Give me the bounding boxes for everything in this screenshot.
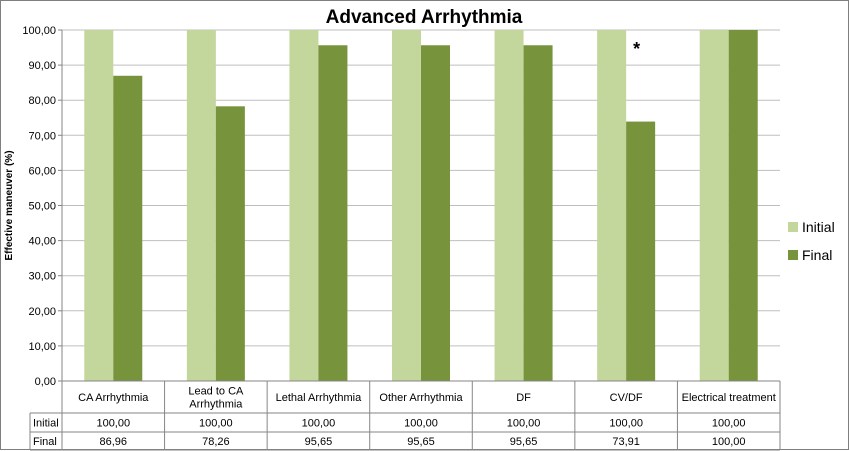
bar-initial-6	[699, 30, 729, 381]
y-tick-label: 80,00	[28, 95, 56, 107]
bar-initial-5	[597, 30, 627, 381]
y-tick-label: 10,00	[28, 341, 56, 353]
data-label: 100,00	[96, 418, 130, 430]
data-label: 100,00	[302, 418, 336, 430]
significance-asterisk: *	[633, 39, 640, 59]
x-tick-label: Arrhythmia	[189, 399, 243, 411]
data-label: 78,26	[202, 436, 230, 448]
x-tick-label: Lead to CA	[188, 386, 244, 398]
x-tick-label: DF	[516, 392, 531, 404]
bar-final-6	[728, 30, 758, 381]
data-label: 95,65	[510, 436, 538, 448]
bar-final-0	[113, 75, 143, 382]
data-label: 73,91	[612, 436, 640, 448]
bar-final-1	[215, 106, 245, 381]
y-tick-label: 70,00	[28, 130, 56, 142]
bar-final-5	[626, 121, 656, 381]
bar-initial-3	[392, 30, 421, 381]
legend-label: Final	[802, 247, 832, 263]
data-label: 95,65	[305, 436, 333, 448]
y-tick-label: 40,00	[28, 236, 56, 248]
y-tick-label: 50,00	[28, 201, 56, 213]
bar-initial-4	[494, 30, 524, 381]
x-tick-label: CA Arrhythmia	[78, 392, 149, 404]
y-tick-label: 0,00	[35, 376, 56, 388]
x-tick-label: Electrical treatment	[682, 392, 776, 404]
chart-title: Advanced Arrhythmia	[326, 7, 523, 28]
bar-final-4	[523, 45, 553, 382]
y-tick-label: 30,00	[28, 271, 56, 283]
legend-label: Initial	[802, 219, 835, 235]
x-tick-label: Other Arrhythmia	[379, 392, 463, 404]
y-tick-label: 20,00	[28, 306, 56, 318]
data-label: 86,96	[100, 436, 128, 448]
data-label: 100,00	[404, 418, 438, 430]
y-tick-label: 100,00	[22, 25, 56, 37]
data-label: 100,00	[712, 418, 746, 430]
bar-initial-0	[84, 30, 114, 381]
data-label: 100,00	[712, 436, 746, 448]
bar-final-2	[318, 45, 348, 382]
y-tick-label: 60,00	[28, 165, 56, 177]
data-label: 100,00	[199, 418, 233, 430]
legend-swatch-final	[788, 250, 798, 260]
bar-initial-2	[289, 30, 319, 381]
y-axis-label: Effective maneuver (%)	[4, 150, 15, 260]
data-label: 100,00	[507, 418, 541, 430]
data-label: 95,65	[407, 436, 435, 448]
x-tick-label: Lethal Arrhythmia	[276, 392, 362, 404]
table-row-header: Initial	[33, 418, 59, 430]
data-label: 100,00	[609, 418, 643, 430]
bar-final-3	[421, 45, 450, 382]
bar-initial-1	[186, 30, 216, 381]
legend-swatch-initial	[788, 222, 798, 232]
table-row-header: Final	[33, 436, 57, 448]
y-tick-label: 90,00	[28, 60, 56, 72]
x-tick-label: CV/DF	[610, 392, 643, 404]
